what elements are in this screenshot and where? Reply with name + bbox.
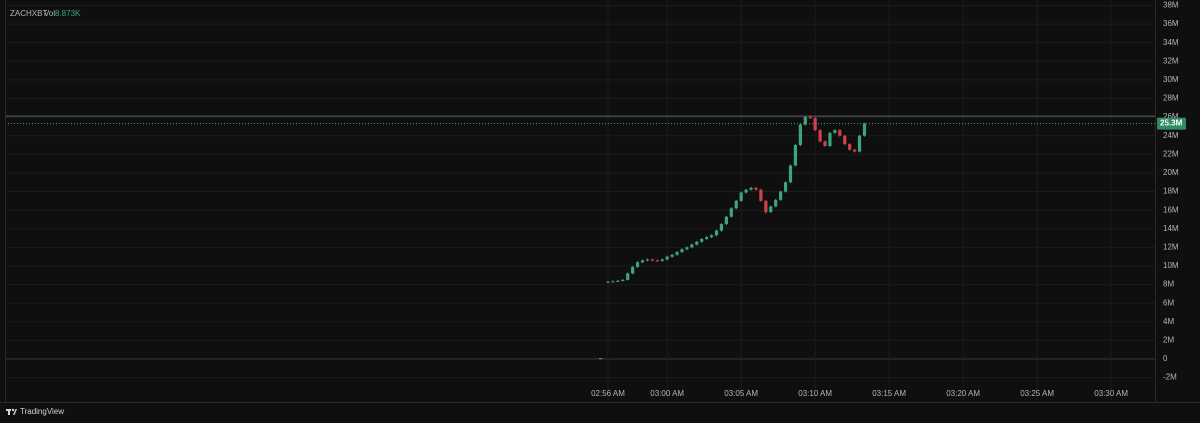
candle-body: [833, 130, 837, 133]
candle-body: [626, 273, 630, 280]
x-tick-label: 03:10 AM: [798, 389, 832, 398]
volume-label: Vol: [44, 9, 55, 18]
candle-body: [616, 280, 620, 282]
candle-body: [724, 216, 728, 225]
y-tick-label: 14M: [1163, 224, 1179, 233]
x-tick-label: 03:20 AM: [946, 389, 980, 398]
candle-body: [813, 118, 817, 131]
candle-body: [611, 281, 615, 283]
line-layer: [5, 115, 1155, 125]
candle-body: [680, 249, 684, 253]
candle-body: [690, 244, 694, 248]
axis-layer: -2M02M4M6M8M10M12M14M16M18M20M22M24M26M2…: [591, 1, 1186, 398]
y-tick-label: 10M: [1163, 261, 1179, 270]
candle-body: [705, 237, 709, 239]
candle-body: [645, 259, 650, 261]
candle-body: [675, 252, 679, 255]
candle-body: [670, 254, 674, 257]
candle-body: [779, 191, 783, 200]
candle-body: [749, 187, 753, 190]
y-tick-label: 34M: [1163, 38, 1179, 47]
candle-body: [598, 358, 603, 360]
candle-body: [769, 206, 773, 213]
candle-body: [719, 224, 724, 231]
y-tick-label: 8M: [1163, 280, 1174, 289]
y-tick-label: 38M: [1163, 1, 1179, 10]
candle-body: [640, 260, 645, 263]
candle-body: [631, 266, 635, 274]
candle-body: [660, 259, 664, 261]
candle-body: [759, 189, 763, 201]
y-tick-label: 24M: [1163, 131, 1179, 140]
last-price-label: 25.3M: [1160, 119, 1183, 128]
brand-logo: [6, 408, 17, 415]
candle-body: [635, 262, 640, 267]
y-tick-label: 12M: [1163, 242, 1179, 251]
x-tick-label: 03:15 AM: [872, 389, 906, 398]
y-tick-label: 20M: [1163, 168, 1179, 177]
volume-value: 8.873K: [55, 9, 81, 18]
last-price-box: [1157, 117, 1186, 130]
x-tick-label: 03:00 AM: [650, 389, 684, 398]
y-tick-label: 4M: [1163, 317, 1174, 326]
candle-body: [655, 260, 659, 262]
candle-body: [695, 241, 699, 245]
x-tick-label: 03:30 AM: [1094, 389, 1128, 398]
candle-body: [808, 117, 812, 119]
candle-body: [774, 199, 778, 207]
y-tick-label: 22M: [1163, 149, 1179, 158]
y-tick-label: 26M: [1163, 112, 1179, 121]
candle-body: [828, 132, 832, 146]
candle-body: [685, 247, 689, 250]
candle-body: [764, 200, 768, 213]
candle-body: [700, 238, 704, 242]
y-tick-label: 18M: [1163, 187, 1179, 196]
y-tick-label: 2M: [1163, 336, 1174, 345]
candle-layer: [598, 115, 867, 360]
y-tick-label: 32M: [1163, 56, 1179, 65]
candle-body: [734, 200, 738, 209]
candle-body: [857, 135, 862, 152]
y-tick-label: 16M: [1163, 205, 1179, 214]
candle-body: [818, 130, 822, 142]
x-tick-label: 02:56 AM: [591, 389, 625, 398]
candle-body: [848, 144, 852, 150]
candle-body: [714, 230, 719, 236]
candle-body: [739, 192, 743, 201]
candle-body: [843, 135, 847, 145]
candle-body: [823, 141, 827, 146]
candle-body: [650, 259, 654, 261]
candle-body: [754, 187, 758, 190]
y-tick-label: -2M: [1163, 373, 1177, 382]
y-tick-label: 30M: [1163, 75, 1179, 84]
y-tick-label: 6M: [1163, 298, 1174, 307]
y-tick-label: 28M: [1163, 94, 1179, 103]
candle-body: [798, 124, 802, 146]
candle-body: [853, 149, 857, 152]
x-tick-label: 03:05 AM: [724, 389, 758, 398]
candle-body: [709, 235, 714, 238]
candle-body: [803, 117, 807, 125]
candle-body: [788, 165, 793, 183]
candle-body: [783, 182, 788, 192]
brand: TradingView: [20, 407, 64, 416]
y-tick-label: 0: [1163, 354, 1168, 363]
candle-body: [793, 145, 798, 166]
x-tick-label: 03:25 AM: [1020, 389, 1054, 398]
candle-body: [729, 208, 733, 217]
candle-body: [621, 279, 625, 281]
candle-body: [606, 281, 610, 283]
grid-layer: [5, 0, 1155, 402]
candle-body: [862, 123, 867, 136]
candle-body: [838, 130, 842, 136]
candle-body: [744, 189, 748, 193]
symbol: ZACHXBT: [10, 9, 47, 18]
candle-body: [665, 256, 669, 260]
y-tick-label: 36M: [1163, 19, 1179, 28]
